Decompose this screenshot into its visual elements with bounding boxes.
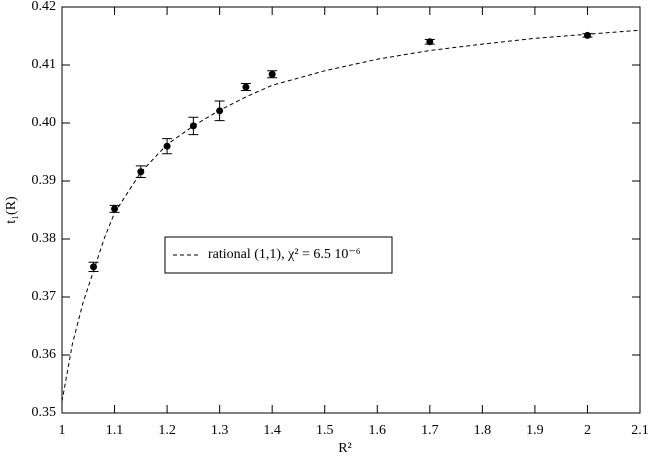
x-tick-label: 1.7 [421, 423, 439, 438]
data-point [163, 142, 171, 150]
data-point [189, 122, 197, 130]
data-point [583, 31, 591, 39]
y-tick-label: 0.41 [32, 57, 57, 72]
data-point [242, 83, 250, 91]
x-tick-label: 1 [59, 423, 66, 438]
legend-box [164, 236, 393, 274]
x-tick-label: 2.1 [631, 423, 649, 438]
y-axis-label: t₁(R) [4, 196, 19, 224]
y-tick-label: 0.35 [32, 405, 57, 420]
y-tick-label: 0.36 [32, 347, 57, 362]
plot-frame [61, 6, 641, 414]
x-tick-label: 2 [584, 423, 591, 438]
y-tick-label: 0.38 [32, 231, 57, 246]
x-axis-label: R² [338, 441, 352, 456]
y-tick-label: 0.37 [32, 289, 57, 304]
y-tick-label: 0.39 [32, 173, 57, 188]
y-tick-label: 0.40 [32, 115, 57, 130]
x-tick-label: 1.3 [211, 423, 229, 438]
x-tick-label: 1.5 [316, 423, 334, 438]
x-tick-label: 1.6 [369, 423, 387, 438]
data-point [268, 70, 276, 78]
x-tick-label: 1.9 [526, 423, 544, 438]
data-point [111, 205, 119, 213]
legend-label: rational (1,1), χ² = 6.5 10⁻⁶ [208, 247, 361, 262]
data-point [426, 38, 434, 46]
x-tick-label: 1.8 [474, 423, 492, 438]
y-tick-label: 0.42 [32, 0, 57, 14]
x-tick-label: 1.4 [263, 423, 281, 438]
x-tick-label: 1.1 [106, 423, 124, 438]
x-tick-label: 1.2 [158, 423, 176, 438]
fit-line [61, 29, 641, 402]
